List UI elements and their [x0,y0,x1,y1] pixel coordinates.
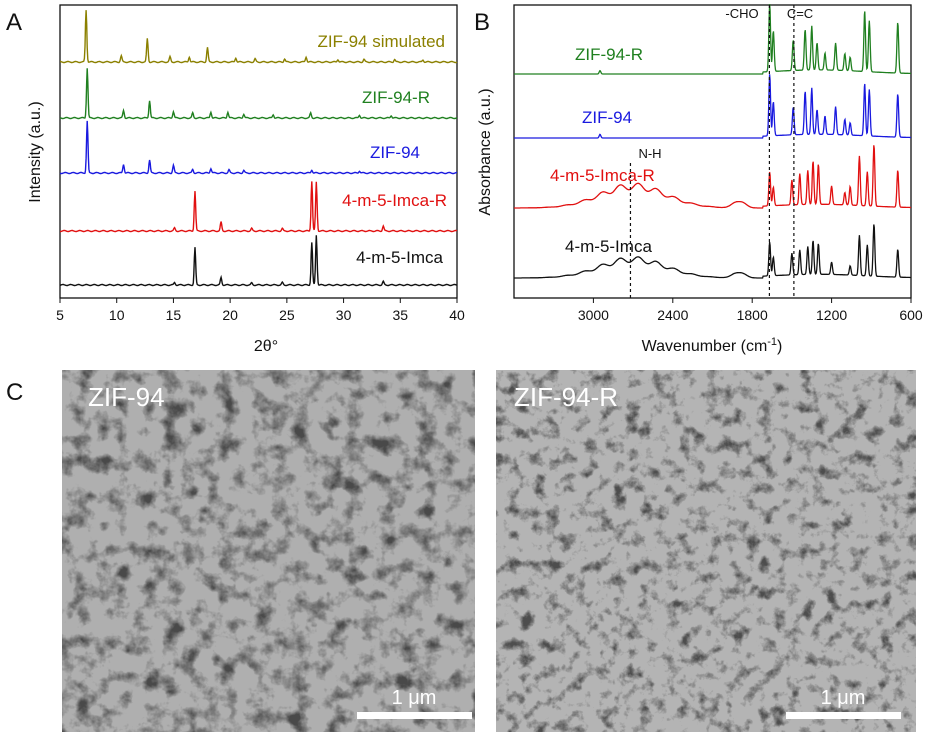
chart-b-xtick-label: 1200 [816,307,847,323]
chart-b-annotation-label: -CHO [725,6,758,21]
chart-a-series-label: ZIF-94-R [362,88,430,107]
chart-b-annotations: -CHO C=C N-H [629,5,813,298]
sem-image-zif94r [496,370,916,732]
chart-a-xtick-label: 5 [56,307,64,323]
chart-a-series-line [60,181,458,233]
chart-a-series-line [60,10,458,64]
panel-letter-b: B [474,9,490,36]
chart-b-series-line [514,224,911,279]
chart-b-xtick-label: 600 [899,307,923,323]
chart-a-xtick-label: 40 [449,307,465,323]
chart-a-xtick-label: 25 [279,307,295,323]
scale-bar-right [786,712,901,719]
chart-a-xtick-label: 35 [392,307,408,323]
chart-b-xtick-label: 3000 [578,307,609,323]
chart-b-series-label: ZIF-94 [582,108,632,127]
chart-b-xtick-label: 1800 [737,307,768,323]
chart-b-xtick-label: 2400 [657,307,688,323]
panel-letter-c: C [6,379,23,406]
scale-bar-left [357,712,472,719]
chart-a-series-line [59,235,458,287]
panel-letter-a: A [6,9,22,36]
chart-a-series-group: ZIF-94 simulated ZIF-94-R ZIF-94 4-m-5-Imca… [59,10,458,287]
chart-a-series-line [59,68,458,120]
chart-a-xtick-label: 20 [222,307,238,323]
chart-a-xticks: 5 10 15 20 25 30 35 40 [56,298,465,323]
chart-b-xticks: 3000 2400 1800 1200 600 [578,298,923,323]
chart-b-series-line [514,4,911,75]
sem-label-zif94: ZIF-94 [88,382,165,412]
chart-b-frame [513,4,912,299]
chart-b-series-label: 4-m-5-Imca [565,237,652,256]
chart-a-frame [59,4,458,299]
chart-b-xlabel: Wavenumber (cm-1) [642,336,783,355]
chart-b-annotation-label: N-H [638,146,661,161]
chart-a-xtick-label: 30 [336,307,352,323]
chart-a-series-label: 4-m-5-Imca-R [342,191,447,210]
chart-a-xlabel: 2θ° [254,338,278,355]
chart-b-series-line [514,74,911,139]
chart-a-series-label: ZIF-94 simulated [317,32,445,51]
chart-a-ylabel: Intensity (a.u.) [27,101,44,202]
sem-label-zif94r: ZIF-94-R [514,382,618,412]
chart-b-series-line [514,145,911,209]
chart-b-series-group: ZIF-94-R ZIF-94 4-m-5-Imca-R 4-m-5-Imca [514,4,911,279]
chart-a-series-label: 4-m-5-Imca [356,248,443,267]
chart-b-ylabel: Absorbance (a.u.) [477,88,494,215]
chart-b-series-label: 4-m-5-Imca-R [550,166,655,185]
chart-a-series-line [59,120,457,175]
scale-text-left: 1 μm [392,687,437,709]
chart-b-series-label: ZIF-94-R [575,45,643,64]
scale-text-right: 1 μm [821,687,866,709]
chart-a-series-label: ZIF-94 [370,143,420,162]
chart-a-xtick-label: 10 [109,307,125,323]
chart-a-xtick-label: 15 [166,307,182,323]
sem-image-zif94 [62,370,475,732]
chart-b-annotation-label: C=C [787,6,813,21]
